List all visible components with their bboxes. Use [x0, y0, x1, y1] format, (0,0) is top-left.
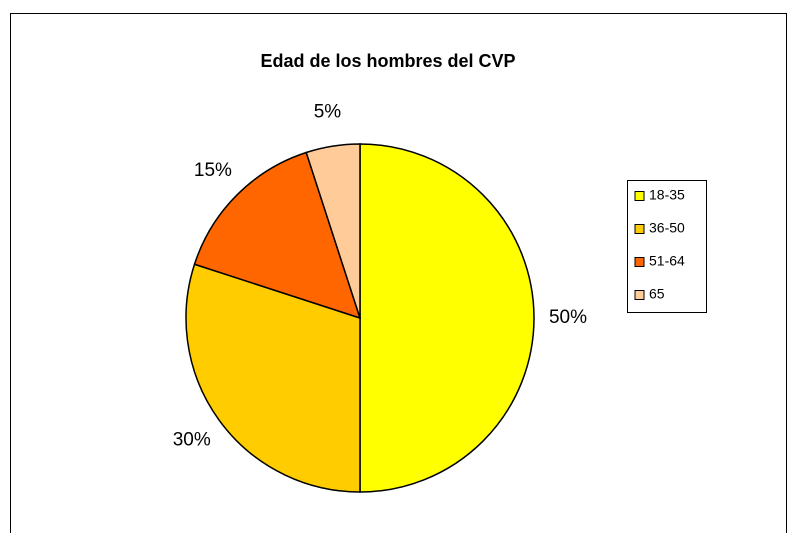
legend-label: 18-35 [649, 187, 685, 203]
legend-swatch [634, 257, 645, 267]
data-label: 30% [173, 429, 211, 450]
chart-border [10, 13, 787, 533]
pie-slice [193, 151, 362, 320]
legend-swatch [634, 224, 645, 234]
data-label: 5% [314, 102, 342, 123]
pie-slice [359, 143, 535, 493]
chart-title: Edad de los hombres del CVP [260, 51, 515, 71]
data-label: 50% [549, 307, 587, 328]
legend-swatch [634, 290, 645, 300]
legend-label: 65 [649, 286, 665, 302]
pie-slice [305, 143, 361, 319]
legend-swatch [634, 191, 645, 201]
data-label: 15% [194, 160, 232, 181]
pie-slice [185, 263, 361, 493]
legend-label: 51-64 [649, 253, 685, 269]
legend-label: 36-50 [649, 220, 685, 236]
